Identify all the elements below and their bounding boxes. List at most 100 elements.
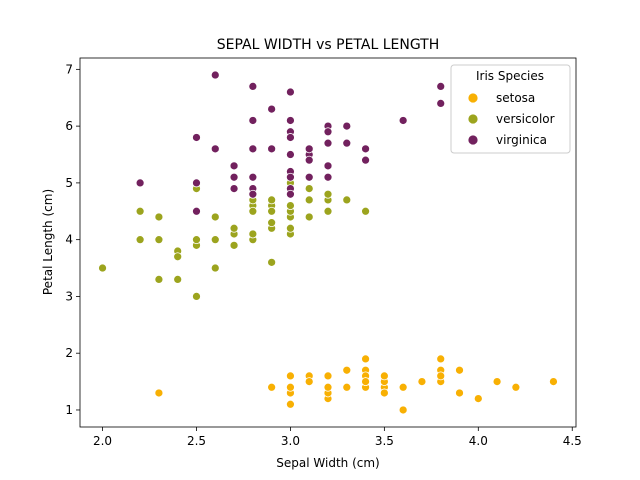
data-point-versicolor [135, 235, 145, 245]
data-point-virginica [248, 172, 258, 182]
legend-marker-virginica [467, 134, 479, 146]
data-point-virginica [286, 172, 295, 182]
data-point-setosa [436, 371, 446, 381]
data-point-versicolor [267, 195, 277, 205]
data-point-virginica [286, 150, 295, 159]
data-point-virginica [267, 144, 277, 154]
data-point-virginica [286, 87, 295, 97]
x-tick-label: 3.5 [375, 434, 394, 448]
data-point-setosa [511, 382, 521, 392]
y-tick-label: 5 [65, 176, 73, 190]
data-point-virginica [323, 127, 333, 137]
data-point-setosa [455, 388, 464, 398]
data-point-versicolor [304, 195, 314, 205]
x-tick-label: 2.0 [93, 434, 112, 448]
data-point-virginica [192, 206, 201, 216]
x-axis-label: Sepal Width (cm) [276, 456, 379, 470]
data-point-versicolor [210, 235, 220, 245]
legend-marker-versicolor [467, 113, 479, 125]
legend-box [450, 64, 571, 154]
data-point-setosa [436, 354, 446, 364]
legend-marker-setosa [467, 92, 479, 104]
data-point-virginica [210, 70, 220, 80]
data-point-versicolor [154, 275, 164, 284]
data-point-versicolor [304, 212, 314, 222]
data-point-setosa [379, 388, 389, 398]
data-point-versicolor [304, 184, 314, 193]
data-point-virginica [229, 161, 239, 171]
y-axis-label: Petal Length (cm) [41, 189, 55, 295]
data-point-virginica [342, 121, 352, 131]
x-tick-label: 2.5 [187, 434, 206, 448]
data-point-virginica [248, 82, 258, 91]
legend-title: Iris Species [476, 69, 544, 83]
data-point-versicolor [323, 189, 333, 199]
y-axis: 1 2 3 4 5 6 7 [65, 62, 80, 417]
data-point-setosa [398, 382, 408, 392]
data-point-virginica [286, 116, 295, 125]
data-point-versicolor [173, 252, 183, 262]
data-point-virginica [323, 172, 333, 182]
legend: Iris Species setosa versicolor virginica [450, 64, 571, 154]
data-point-versicolor [267, 206, 277, 216]
data-point-setosa [398, 405, 408, 415]
chart-title: SEPAL WIDTH vs PETAL LENGTH [217, 37, 440, 53]
data-point-virginica [248, 144, 258, 154]
legend-label-versicolor: versicolor [496, 112, 555, 126]
data-point-setosa [361, 354, 370, 364]
legend-items: setosa versicolor virginica [467, 91, 555, 147]
data-point-versicolor [98, 263, 107, 273]
data-point-setosa [342, 382, 352, 392]
data-point-versicolor [361, 206, 370, 216]
data-point-virginica [135, 178, 145, 188]
data-point-versicolor [210, 263, 220, 273]
data-point-virginica [436, 99, 446, 108]
data-point-virginica [304, 172, 314, 182]
data-point-virginica [229, 172, 239, 182]
data-point-virginica [342, 138, 352, 148]
data-point-virginica [398, 116, 408, 125]
y-tick-label: 4 [65, 233, 73, 247]
data-point-setosa [492, 377, 502, 386]
data-point-versicolor [286, 201, 295, 210]
data-point-setosa [267, 382, 277, 392]
axes-frame [79, 57, 577, 428]
y-tick-label: 7 [65, 62, 73, 76]
data-point-versicolor [154, 235, 164, 245]
legend-label-virginica: virginica [496, 133, 547, 147]
legend-label-setosa: setosa [496, 91, 535, 105]
data-point-versicolor [192, 292, 201, 301]
data-point-virginica [361, 144, 370, 154]
data-point-setosa [379, 371, 389, 381]
data-point-setosa [286, 371, 295, 381]
data-point-versicolor [267, 218, 277, 228]
data-point-versicolor [173, 275, 183, 284]
data-point-setosa [323, 371, 333, 381]
data-point-setosa [286, 399, 295, 409]
data-point-versicolor [192, 235, 201, 245]
data-point-setosa [154, 388, 164, 398]
data-point-versicolor [229, 240, 239, 250]
y-tick-label: 6 [65, 119, 73, 133]
data-point-versicolor [210, 212, 220, 222]
data-point-versicolor [248, 206, 258, 216]
x-tick-label: 4.5 [563, 434, 582, 448]
data-point-versicolor [229, 223, 239, 233]
data-point-virginica [323, 138, 333, 148]
y-tick-label: 2 [65, 346, 73, 360]
data-point-setosa [304, 377, 314, 386]
data-point-setosa [286, 382, 295, 392]
series-setosa [154, 354, 558, 415]
data-point-virginica [210, 144, 220, 154]
x-tick-label: 4.0 [469, 434, 488, 448]
data-point-virginica [361, 155, 370, 165]
data-point-setosa [549, 377, 558, 386]
y-tick-label: 1 [65, 403, 73, 417]
series-virginica [135, 70, 446, 216]
series-versicolor [98, 172, 370, 301]
data-point-setosa [361, 377, 370, 386]
data-point-virginica [192, 178, 201, 188]
data-point-versicolor [286, 223, 295, 233]
data-point-virginica [286, 189, 295, 199]
data-point-virginica [248, 116, 258, 125]
